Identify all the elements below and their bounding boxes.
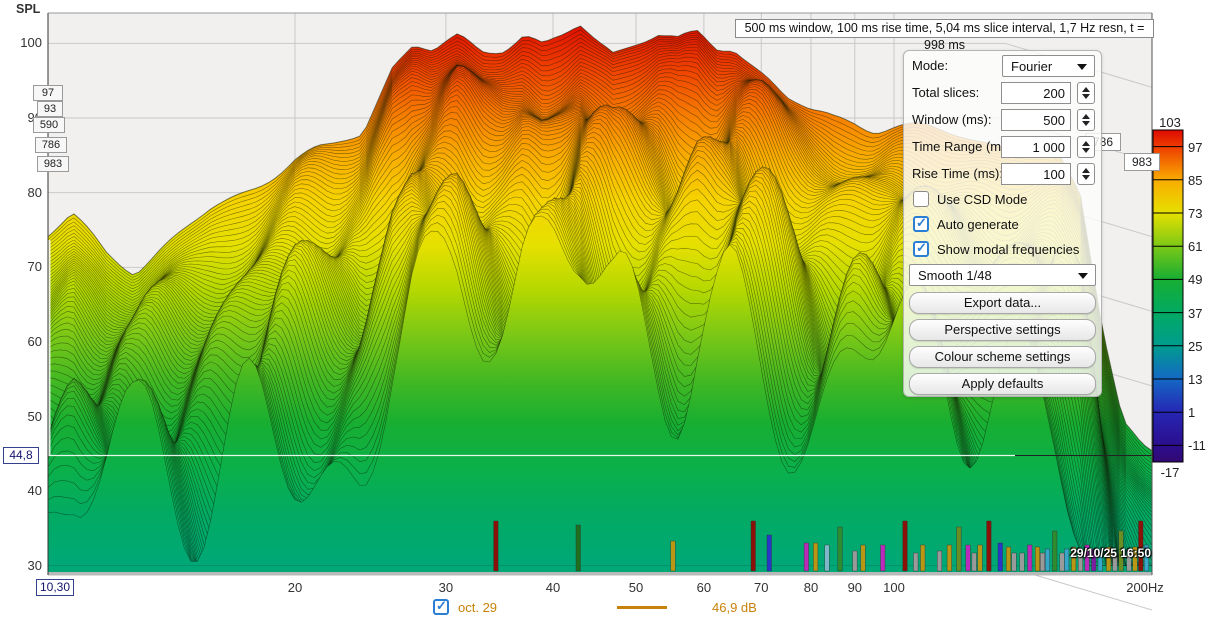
- modal-frequency-box: 786: [35, 137, 67, 153]
- x-tick-label: 80: [803, 580, 819, 595]
- perspective-settings-button[interactable]: Perspective settings: [909, 319, 1096, 341]
- check-icon: ✓: [916, 240, 927, 255]
- x-tick-label: 50: [628, 580, 644, 595]
- check-icon: ✓: [436, 598, 447, 613]
- auto-generate-label: Auto generate: [937, 217, 1019, 232]
- rise-time-label: Rise Time (ms):: [912, 166, 1003, 181]
- use-csd-mode-label: Use CSD Mode: [937, 192, 1028, 207]
- x-tick-label: 40: [545, 580, 561, 595]
- x-tick-label: 70: [754, 580, 769, 595]
- colorbar-tick-label: 61: [1188, 239, 1203, 255]
- colorbar-tick-label: 13: [1188, 372, 1203, 387]
- modal-frequency-box: 590: [33, 117, 65, 133]
- y-tick-label: 50: [27, 408, 42, 424]
- use-csd-mode-checkbox[interactable]: [913, 191, 929, 207]
- show-modal-frequencies-checkbox[interactable]: ✓: [913, 240, 929, 257]
- modal-frequency-box: 983: [1124, 153, 1160, 171]
- colorbar-tick-label: 73: [1188, 206, 1203, 221]
- modal-frequency-box: 93: [37, 101, 63, 117]
- x-tick-label: 60: [696, 580, 712, 595]
- spl-axis-title: SPL: [16, 2, 41, 16]
- y-tick-label: 80: [27, 184, 42, 200]
- cursor-spl-box: 44,8: [3, 447, 39, 464]
- chevron-down-icon: [1077, 64, 1087, 70]
- modal-frequency-box: 983: [37, 156, 69, 172]
- modal-frequency-box: 97: [33, 85, 63, 101]
- x-tick-label: 200Hz: [1126, 580, 1164, 595]
- time-range-label: Time Range (ms):: [912, 139, 1016, 154]
- spinner-up-icon[interactable]: [1082, 87, 1090, 92]
- export-data-button[interactable]: Export data...: [909, 292, 1096, 314]
- spinner-up-icon[interactable]: [1082, 168, 1090, 173]
- spinner-down-icon[interactable]: [1082, 121, 1090, 126]
- waterfall-controls-panel: Mode: Fourier Total slices: 200 Window (…: [903, 50, 1102, 397]
- window-input[interactable]: 500: [1001, 109, 1071, 131]
- colorbar-tick-label: 49: [1188, 272, 1203, 288]
- colorbar-tick-label: 25: [1188, 338, 1203, 354]
- spinner-up-icon[interactable]: [1082, 141, 1090, 146]
- spinner-up-icon[interactable]: [1082, 114, 1090, 119]
- colorbar-tick-label: 85: [1188, 172, 1203, 188]
- colorbar-max-label: 103: [1159, 115, 1181, 130]
- spinner-down-icon[interactable]: [1082, 94, 1090, 99]
- chevron-down-icon: [1078, 273, 1088, 279]
- legend-checkbox[interactable]: ✓: [433, 598, 449, 615]
- measurement-info-banner: 500 ms window, 100 ms rise time, 5,04 ms…: [735, 19, 1154, 52]
- spinner-down-icon[interactable]: [1082, 175, 1090, 180]
- total-slices-label: Total slices:: [912, 85, 980, 100]
- x-tick-label: 20: [287, 580, 303, 595]
- auto-generate-checkbox[interactable]: ✓: [913, 215, 929, 232]
- legend-cursor-value: 46,9 dB: [712, 600, 757, 615]
- check-icon: ✓: [916, 215, 927, 230]
- rise-time-stepper[interactable]: [1077, 163, 1095, 185]
- colorbar-tick-label: 97: [1188, 139, 1203, 155]
- y-tick-label: 70: [27, 259, 42, 275]
- cursor-frequency-box: 10,30: [36, 579, 74, 596]
- legend-measurement-name[interactable]: oct. 29: [458, 600, 498, 615]
- show-modal-frequencies-label: Show modal frequencies: [937, 242, 1080, 257]
- colorbar-min-label: -17: [1160, 465, 1180, 480]
- colour-scheme-settings-button[interactable]: Colour scheme settings: [909, 346, 1096, 368]
- mode-value: Fourier: [1011, 59, 1053, 74]
- y-tick-label: 40: [27, 483, 42, 499]
- window-stepper[interactable]: [1077, 109, 1095, 131]
- time-range-stepper[interactable]: [1077, 136, 1095, 158]
- window-label: Window (ms):: [912, 112, 992, 127]
- apply-defaults-button[interactable]: Apply defaults: [909, 373, 1096, 395]
- y-tick-label: 100: [20, 35, 42, 51]
- x-tick-label: 90: [847, 580, 863, 595]
- mode-dropdown[interactable]: Fourier: [1002, 55, 1095, 77]
- smoothing-value: Smooth 1/48: [918, 268, 992, 283]
- rise-time-input[interactable]: 100: [1001, 163, 1071, 185]
- colorbar-tick-label: 1: [1188, 405, 1196, 421]
- total-slices-stepper[interactable]: [1077, 82, 1095, 104]
- y-tick-label: 60: [27, 333, 42, 349]
- x-tick-label: 100: [883, 580, 905, 595]
- x-tick-label: 30: [438, 580, 454, 595]
- legend-trace-color-line: [617, 606, 667, 609]
- spinner-down-icon[interactable]: [1082, 148, 1090, 153]
- total-slices-input[interactable]: 200: [1001, 82, 1071, 104]
- colorbar-tick-label: -11: [1188, 438, 1206, 454]
- timestamp-overlay: 29/10/25 16:50: [1070, 546, 1151, 560]
- colorbar-tick-label: 37: [1188, 305, 1203, 321]
- mode-label: Mode:: [912, 58, 949, 73]
- smoothing-dropdown[interactable]: Smooth 1/48: [909, 264, 1096, 286]
- y-tick-label: 30: [27, 558, 42, 573]
- time-range-input[interactable]: 1 000: [1001, 136, 1071, 158]
